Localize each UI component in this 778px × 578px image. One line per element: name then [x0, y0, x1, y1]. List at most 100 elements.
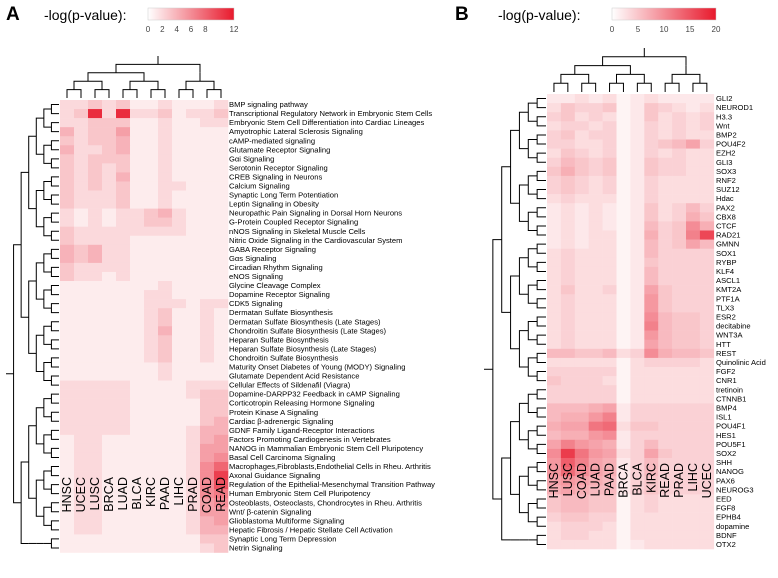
heatmap-cell [186, 172, 201, 182]
row-label: OTX2 [716, 540, 736, 549]
heatmap-cell [658, 185, 673, 195]
heatmap-cell [200, 199, 215, 209]
heatmap-cell [200, 253, 215, 264]
heatmap-cell [74, 217, 89, 227]
heatmap-cell [560, 248, 576, 259]
heatmap-cell [158, 172, 173, 182]
heatmap-cell [699, 539, 715, 550]
heatmap-cells [60, 100, 229, 553]
heatmap-cell [116, 326, 131, 336]
heatmap-cell [686, 430, 701, 441]
row-label: Protein Kinase A Signaling [229, 408, 318, 417]
heatmap-cell [214, 281, 229, 291]
heatmap-cell [88, 371, 103, 381]
heatmap-cell [200, 498, 215, 508]
heatmap-cell [672, 148, 687, 158]
heatmap-cell [158, 308, 173, 318]
row-label: ASCL1 [716, 276, 740, 285]
heatmap-cell [602, 512, 617, 522]
heatmap-cell [588, 257, 603, 268]
heatmap-cell [60, 253, 75, 264]
heatmap-cell [588, 157, 603, 168]
heatmap-cell [574, 448, 589, 459]
heatmap-cell [616, 112, 631, 122]
row-label: Calcium Signaling [229, 182, 290, 191]
heatmap-cell [560, 330, 576, 340]
heatmap-cell [699, 203, 715, 213]
heatmap-cell [74, 281, 89, 291]
column-label: COAD [200, 477, 214, 513]
heatmap-cell [130, 480, 145, 490]
heatmap-cell [172, 335, 187, 345]
heatmap-cell [88, 217, 103, 227]
heatmap-cell [74, 416, 89, 427]
heatmap-cell [186, 271, 201, 282]
heatmap-cell [172, 344, 187, 354]
heatmap-cell [658, 348, 673, 359]
heatmap-cell [602, 94, 617, 104]
heatmap-cell [144, 308, 159, 318]
heatmap-cell [172, 127, 187, 137]
heatmap-cell [602, 194, 617, 204]
heatmap-cell [172, 235, 187, 246]
heatmap-cell [60, 172, 75, 182]
heatmap-cell [588, 112, 603, 122]
heatmap-cell [630, 294, 645, 304]
heatmap-cell [158, 326, 173, 336]
heatmap-cell [644, 166, 659, 177]
row-label: Wnt [716, 121, 730, 130]
heatmap-cell [88, 145, 103, 155]
heatmap-cell [574, 412, 589, 422]
heatmap-cell [658, 94, 673, 104]
heatmap-cell [602, 412, 617, 422]
heatmap-cell [699, 312, 715, 322]
heatmap-cell [116, 534, 131, 544]
heatmap-cell [547, 494, 562, 504]
heatmap-cell [200, 380, 215, 390]
heatmap-cell [172, 353, 187, 363]
heatmap-cell [60, 407, 75, 418]
heatmap-cell [658, 285, 673, 295]
heatmap-cell [630, 276, 645, 286]
row-label: Hdac [716, 194, 734, 203]
heatmap-cell [60, 471, 75, 481]
heatmap-cell [186, 471, 201, 481]
heatmap-cell [699, 494, 715, 504]
heatmap-cell [74, 244, 89, 255]
heatmap-cell [144, 489, 159, 499]
heatmap-cell [172, 163, 187, 173]
heatmap-cell [144, 109, 159, 119]
heatmap-cell [574, 339, 589, 350]
heatmap-cell [74, 262, 89, 273]
heatmap-cell [630, 321, 645, 331]
heatmap-cell [130, 389, 145, 399]
heatmap-cell [574, 485, 589, 495]
heatmap-cell [130, 443, 145, 454]
heatmap-cell [144, 416, 159, 427]
heatmap-cell [547, 512, 562, 522]
heatmap-cell [560, 312, 576, 322]
heatmap-cell [214, 489, 229, 499]
heatmap-cell [588, 230, 603, 240]
heatmap-cell [116, 471, 131, 481]
heatmap-cell [200, 344, 215, 354]
heatmap-cell [158, 416, 173, 427]
heatmap-cell [130, 462, 145, 472]
heatmap-cell [658, 412, 673, 422]
heatmap-cell [602, 175, 617, 186]
heatmap-cell [102, 516, 117, 526]
heatmap-cell [60, 380, 75, 390]
heatmap-cell [186, 118, 201, 128]
heatmap-cell [699, 348, 715, 359]
heatmap-cell [158, 507, 173, 517]
row-label: Heparan Sulfate Biosynthesis [229, 335, 329, 344]
heatmap-cell [616, 148, 631, 158]
heatmap-cell [616, 530, 631, 541]
heatmap-cell [144, 262, 159, 273]
heatmap-cell [602, 403, 617, 413]
heatmap-cell [658, 503, 673, 513]
heatmap-cell [686, 458, 701, 468]
heatmap-cell [630, 421, 645, 431]
heatmap-cell [130, 543, 145, 553]
heatmap-cell [60, 507, 75, 517]
